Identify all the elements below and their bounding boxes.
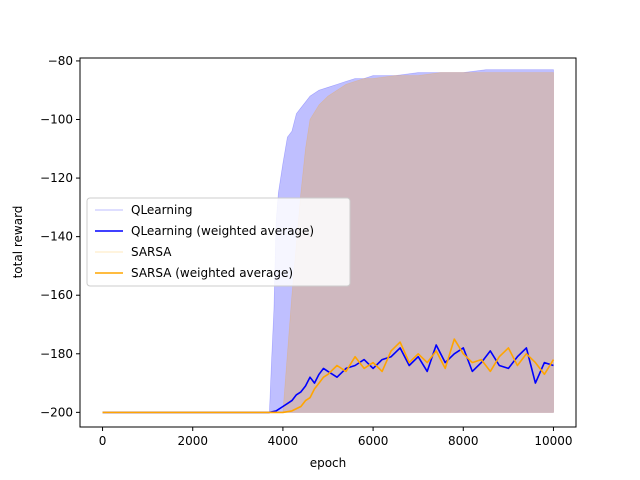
legend-label-qlearning: QLearning: [131, 203, 193, 217]
plot-frame: [79, 57, 577, 428]
x-tick-label: 4000: [268, 434, 299, 448]
legend-label-sarsa: SARSA: [131, 245, 172, 259]
x-tick-label: 8000: [448, 434, 479, 448]
legend-frame: [86, 197, 351, 287]
y-tick-label: −100: [40, 113, 73, 127]
series-sarsa-weighted-average-line: [102, 338, 555, 414]
y-axis-label: total reward: [11, 206, 25, 279]
x-tick-label: 10000: [534, 434, 572, 448]
legend-label-qlearning-weighted-average: QLearning (weighted average): [131, 224, 314, 238]
legend: QLearning QLearning (weighted average) SAR…: [86, 197, 351, 287]
x-axis-label: epoch: [310, 456, 347, 470]
x-tick-label: 6000: [358, 434, 389, 448]
y-tick-label: −180: [40, 347, 73, 361]
x-tick-label: 2000: [177, 434, 208, 448]
x-tick-label: 0: [99, 434, 107, 448]
y-tick-label: −80: [48, 54, 73, 68]
legend-label-sarsa-weighted-average: SARSA (weighted average): [131, 266, 293, 280]
y-tick-label: −200: [40, 405, 73, 419]
y-tick-label: −120: [40, 171, 73, 185]
ticks-layer: 0 2000 4000 6000 8000 10000 −200 −180 −160 −140 −1…: [40, 54, 573, 448]
y-tick-label: −160: [40, 288, 73, 302]
y-tick-label: −140: [40, 230, 73, 244]
